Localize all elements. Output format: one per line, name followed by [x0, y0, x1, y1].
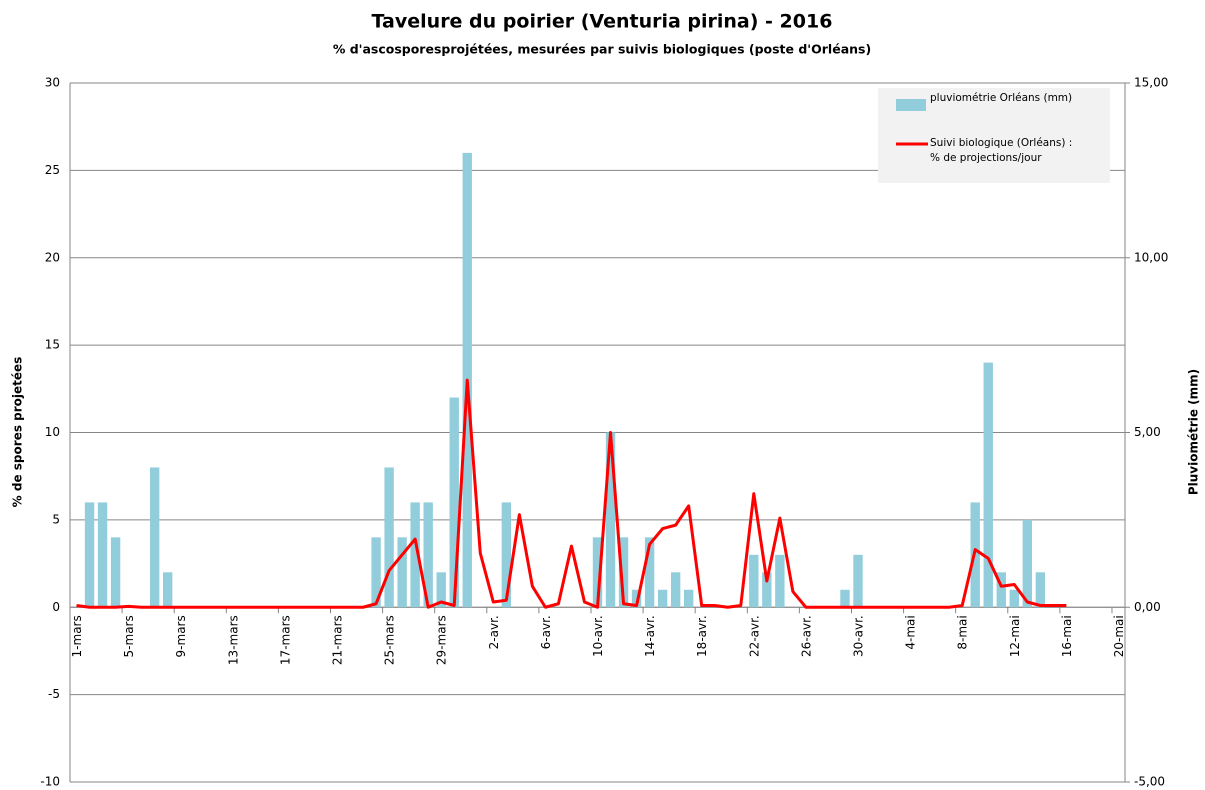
y-tick-label: 5 — [52, 512, 60, 526]
bar — [1035, 572, 1046, 608]
bar — [423, 502, 433, 608]
y2-tick-label: -5,00 — [1134, 775, 1165, 789]
bar — [983, 362, 993, 608]
x-tick-label: 16-mai — [1060, 615, 1074, 657]
bar — [97, 502, 108, 608]
x-tick-label: 10-avr. — [591, 615, 605, 657]
y-tick-label: 15 — [45, 338, 60, 352]
chart-title: Tavelure du poirier (Venturia pirina) - … — [372, 11, 833, 33]
bar — [162, 572, 173, 608]
line — [76, 378, 1067, 609]
legend-entry: Suivi biologique (Orléans) : % de projec… — [930, 137, 1073, 164]
bar — [605, 432, 616, 608]
y2-tick-label: 10,00 — [1134, 250, 1168, 264]
bar — [840, 589, 850, 608]
y-tick-label: 0 — [52, 600, 60, 614]
x-tick-label: 30-avr. — [851, 615, 865, 657]
y-tick-label: 20 — [45, 250, 60, 264]
bar — [371, 537, 381, 608]
x-tick-label: 22-avr. — [747, 615, 761, 657]
x-tick-label: 5-mars — [122, 615, 136, 657]
y2-tick-label: 15,00 — [1134, 76, 1168, 90]
bar — [384, 467, 394, 608]
y-tick-label: 10 — [45, 425, 60, 439]
x-tick-label: 21-mars — [331, 615, 345, 665]
legend-entry: pluviométrie Orléans (mm) — [930, 92, 1073, 104]
x-tick-label: 9-mars — [174, 615, 188, 657]
x-tick-label: 6-avr. — [539, 615, 553, 649]
bar — [749, 554, 759, 608]
x-tick-label: 8-mai — [956, 615, 970, 649]
x-tick-label: 18-avr. — [695, 615, 709, 657]
bar — [657, 589, 668, 608]
y-tick-label: 25 — [45, 163, 60, 177]
x-tick-label: 20-mai — [1112, 615, 1126, 657]
bar — [449, 397, 459, 608]
chart-subtitle: % d'ascosporesprojétées, mesurées par su… — [333, 42, 871, 57]
legend-label: Suivi biologique (Orléans) : % de projec… — [930, 137, 1073, 164]
bar — [110, 537, 121, 608]
y-tick-label: 30 — [45, 76, 60, 90]
y-axis-title: % de spores projetées — [11, 357, 25, 508]
bar — [1009, 589, 1019, 608]
bar — [775, 554, 785, 608]
bar — [853, 554, 863, 608]
bar — [683, 589, 694, 608]
bar — [397, 537, 407, 608]
bar — [501, 502, 512, 608]
y2-tick-label: 5,00 — [1134, 425, 1161, 439]
x-tick-label: 26-avr. — [799, 615, 813, 657]
bar — [618, 537, 629, 608]
legend-label: pluviométrie Orléans (mm) — [930, 92, 1073, 104]
bar — [996, 572, 1006, 608]
x-tick-label: 2-avr. — [487, 615, 501, 649]
x-tick-label: 17-mars — [278, 615, 292, 665]
bar — [762, 572, 772, 608]
legend-swatch — [896, 99, 926, 111]
y-tick-label: -5 — [48, 687, 60, 701]
x-tick-label: 13-mars — [226, 615, 240, 665]
x-tick-label: 25-mars — [383, 615, 397, 665]
bar — [84, 502, 95, 608]
bar — [436, 572, 446, 608]
x-tick-label: 29-mars — [435, 615, 449, 665]
bar — [670, 572, 681, 608]
bar — [1022, 519, 1033, 608]
y2-tick-label: 0,00 — [1134, 600, 1161, 614]
bar — [592, 537, 603, 608]
x-tick-label: 12-mai — [1008, 615, 1022, 657]
x-tick-label: 4-mai — [904, 615, 918, 649]
bar — [149, 467, 160, 608]
bar — [644, 537, 655, 608]
x-tick-label: 14-avr. — [643, 615, 657, 657]
y2-axis-title: Pluviométrie (mm) — [1187, 369, 1201, 495]
x-tick-label: 1-mars — [70, 615, 84, 657]
y-tick-label: -10 — [40, 775, 60, 789]
bar — [410, 502, 420, 608]
